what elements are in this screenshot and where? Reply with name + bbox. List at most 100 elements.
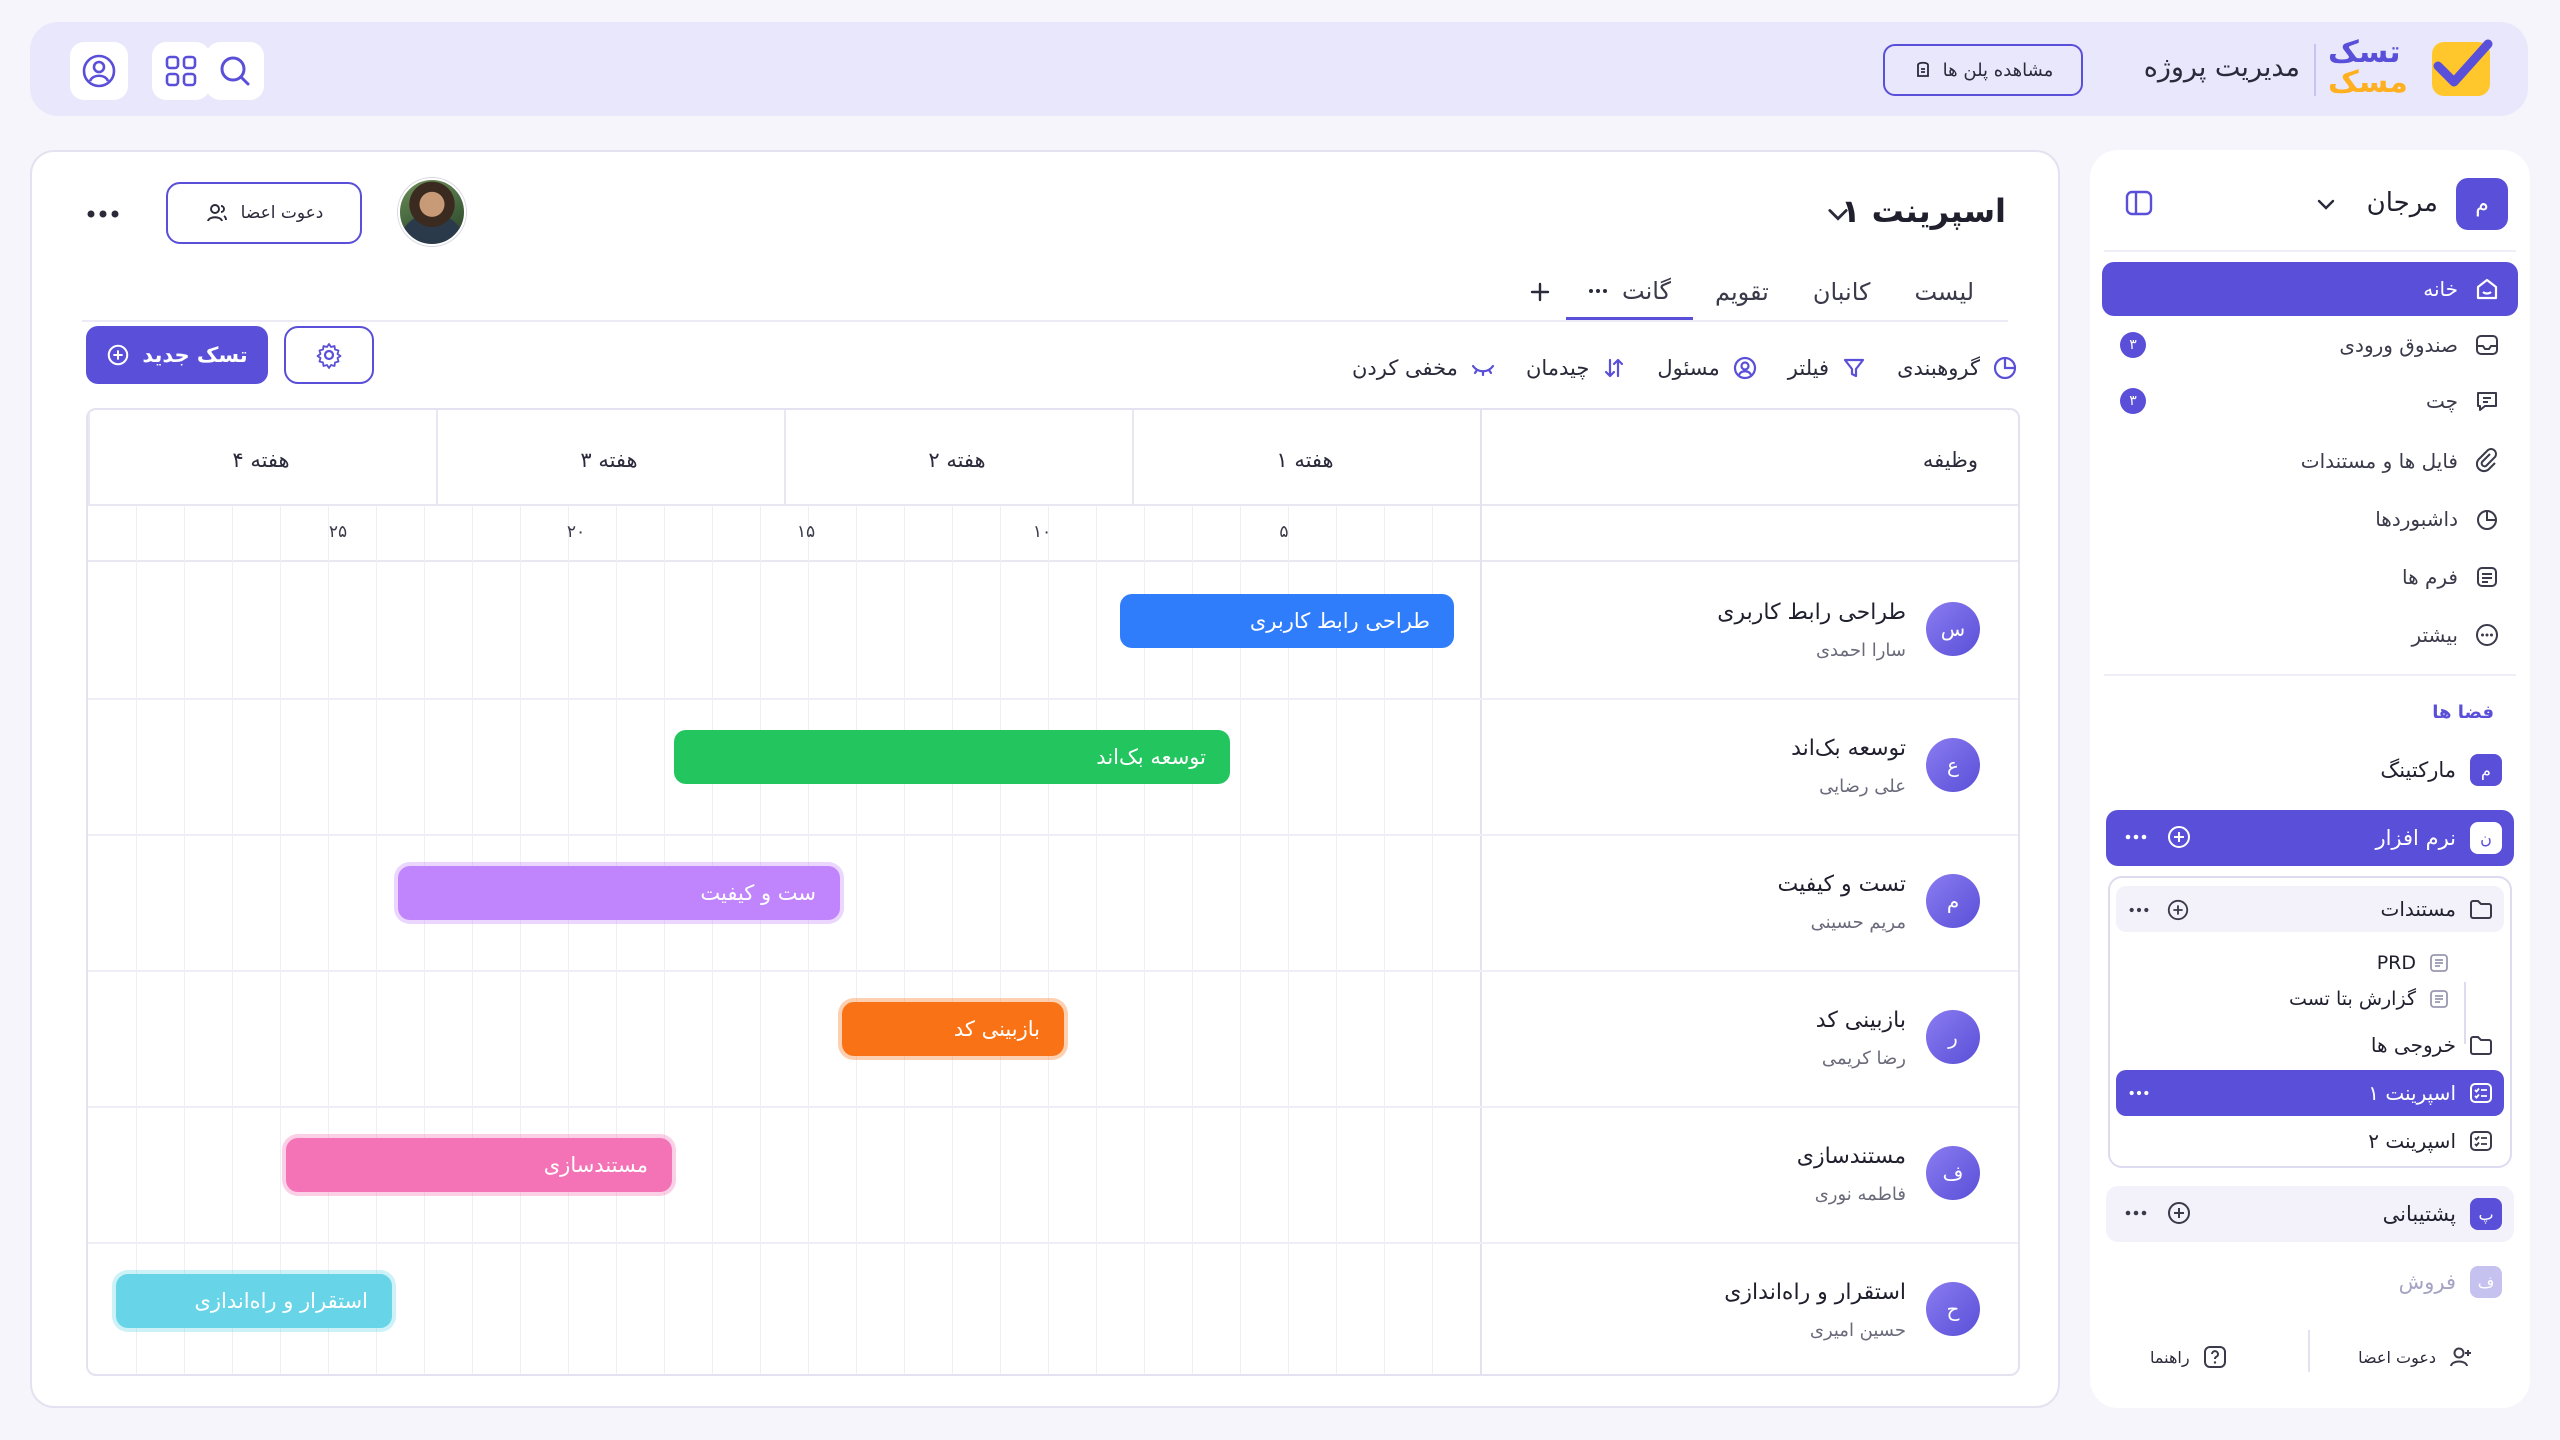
tool-label: چیدمان — [1525, 356, 1590, 380]
gantt-bar[interactable]: ست و کیفیت — [398, 866, 840, 920]
task-owner: فاطمه نوری — [1814, 1184, 1906, 1205]
folder-label: مستندات — [2380, 897, 2456, 921]
gantt-bar[interactable]: بازبینی کد — [842, 1002, 1064, 1056]
task-name: طراحی رابط کاربری — [1717, 600, 1906, 625]
sidebar-item-label: خانه — [2423, 277, 2458, 301]
gantt-bar[interactable]: طراحی رابط کاربری — [1120, 594, 1454, 648]
profile-button[interactable] — [70, 42, 128, 100]
users-icon — [205, 201, 229, 225]
search-button[interactable] — [206, 42, 264, 100]
space-item-support[interactable]: پ پشتیبانی — [2106, 1186, 2514, 1242]
sort-button[interactable]: چیدمان — [1526, 355, 1627, 381]
table-row[interactable]: م تست و کیفیت مریم حسینی — [1478, 834, 2018, 970]
table-row[interactable]: س طراحی رابط کاربری سارا احمدی — [1478, 562, 2018, 698]
chevron-down-icon[interactable] — [1824, 200, 1852, 228]
week-divider — [436, 410, 438, 506]
apps-button[interactable] — [152, 42, 210, 100]
filter-button[interactable]: فیلتر — [1788, 355, 1867, 381]
day-gridline — [904, 506, 905, 1374]
more-horizontal-icon[interactable] — [2124, 1208, 2148, 1218]
folder-item-outputs[interactable]: خروجی ها — [2116, 1022, 2504, 1068]
gantt-bar[interactable]: توسعه بک‌اند — [674, 730, 1230, 784]
app-logo[interactable]: تسک مسک — [2328, 38, 2493, 102]
grid-icon — [163, 53, 199, 89]
sort-icon — [1601, 355, 1627, 381]
view-tabs: لیست کانبان تقویم گانت — [1514, 264, 1996, 320]
group-by-button[interactable]: گروهبندی — [1897, 355, 2018, 381]
add-circle-icon — [106, 343, 130, 367]
view-plans-button[interactable]: مشاهده پلن ها — [1883, 44, 2083, 96]
gantt-bar[interactable]: استقرار و راه‌اندازی — [116, 1274, 392, 1328]
table-row[interactable]: ح استقرار و راه‌اندازی حسین امیری — [1478, 1242, 2018, 1374]
sidebar-item-more[interactable]: بیشتر — [2102, 608, 2518, 662]
workspace-switcher[interactable]: م مرجان — [2112, 178, 2508, 230]
tool-label: فیلتر — [1787, 356, 1830, 380]
doc-icon — [2428, 952, 2450, 974]
tab-list[interactable]: لیست — [1914, 278, 1974, 306]
table-row[interactable]: ع توسعه بک‌اند علی رضایی — [1478, 698, 2018, 834]
day-gridline — [1192, 506, 1193, 1374]
add-circle-icon[interactable] — [2166, 898, 2190, 922]
tab-label: گانت — [1622, 276, 1671, 305]
sidebar-item-forms[interactable]: فرم ها — [2102, 550, 2518, 604]
invite-members-link[interactable]: دعوت اعضا — [2358, 1344, 2474, 1370]
plus-icon — [1528, 280, 1552, 304]
avatar: ح — [1926, 1282, 1980, 1336]
folder-docs[interactable]: مستندات — [2116, 886, 2504, 932]
table-row[interactable]: ف مستندسازی فاطمه نوری — [1478, 1106, 2018, 1242]
tab-calendar[interactable]: تقویم — [1714, 278, 1769, 306]
sidebar-item-label: فایل ها و مستندات — [2300, 449, 2458, 473]
day-gridline — [520, 506, 521, 1374]
view-settings-button[interactable] — [284, 326, 374, 384]
list-item-sprint-2[interactable]: اسپرینت ۲ — [2116, 1118, 2504, 1164]
guide-link[interactable]: راهنما — [2150, 1344, 2228, 1370]
day-gridline — [1384, 506, 1385, 1374]
more-horizontal-icon[interactable] — [1588, 287, 1608, 295]
week-label: هفته ۱ — [1276, 448, 1334, 472]
sidebar-item-chat[interactable]: چت ۳ — [2102, 374, 2518, 428]
more-horizontal-icon[interactable] — [2128, 905, 2150, 915]
space-item-software[interactable]: ن نرم افزار — [2106, 810, 2514, 866]
invite-members-button[interactable]: دعوت اعضا — [166, 182, 362, 244]
space-label: مارکتینگ — [2380, 758, 2456, 782]
day-gridline — [952, 506, 953, 1374]
doc-icon — [2428, 988, 2450, 1010]
gantt-bar[interactable]: مستندسازی — [286, 1138, 672, 1192]
day-gridline — [1048, 506, 1049, 1374]
sidebar-item-files[interactable]: فایل ها و مستندات — [2102, 434, 2518, 488]
more-horizontal-icon[interactable] — [2128, 1088, 2150, 1098]
gantt-day-header — [88, 506, 2018, 562]
day-gridline — [1288, 506, 1289, 1374]
view-plans-label: مشاهده پلن ها — [1942, 59, 2054, 81]
space-item-sales[interactable]: ف فروش — [2106, 1254, 2514, 1310]
table-row[interactable]: ر بازبینی کد رضا کریمی — [1478, 970, 2018, 1106]
user-circle-icon — [1732, 355, 1758, 381]
sidebar-collapse-icon[interactable] — [2124, 188, 2154, 218]
list-item-sprint-1[interactable]: اسپرینت ۱ — [2116, 1070, 2504, 1116]
avatar: ع — [1926, 738, 1980, 792]
spaces-section-title: فضا ها — [2432, 702, 2494, 723]
hide-button[interactable]: مخفی کردن — [1352, 355, 1496, 381]
add-circle-icon[interactable] — [2166, 1200, 2192, 1226]
user-add-icon — [2448, 1344, 2474, 1370]
gear-icon — [315, 341, 343, 369]
space-item-marketing[interactable]: م مارکتینگ — [2106, 742, 2514, 798]
sidebar-item-inbox[interactable]: صندوق ورودی ۳ — [2102, 318, 2518, 372]
chevron-down-icon[interactable] — [2314, 192, 2338, 216]
more-horizontal-icon[interactable] — [2124, 832, 2148, 842]
tab-gantt[interactable]: گانت — [1566, 264, 1693, 320]
logo-check-icon — [2432, 39, 2493, 96]
day-gridline — [856, 506, 857, 1374]
doc-item-beta-report[interactable]: گزارش بتا تست — [2116, 976, 2460, 1022]
more-options-icon[interactable] — [86, 208, 120, 220]
assignee-button[interactable]: مسئول — [1657, 355, 1757, 381]
add-circle-icon[interactable] — [2166, 824, 2192, 850]
sidebar-item-home[interactable]: خانه — [2102, 262, 2518, 316]
add-view-button[interactable] — [1514, 264, 1566, 320]
new-task-button[interactable]: تسک جدید — [86, 326, 268, 384]
tab-kanban[interactable]: کانبان — [1812, 278, 1871, 306]
doc-item-prd[interactable]: PRD — [2116, 940, 2460, 986]
sidebar-item-dashboards[interactable]: داشبوردها — [2102, 492, 2518, 546]
avatar[interactable] — [398, 178, 466, 246]
avatar: م — [1926, 874, 1980, 928]
